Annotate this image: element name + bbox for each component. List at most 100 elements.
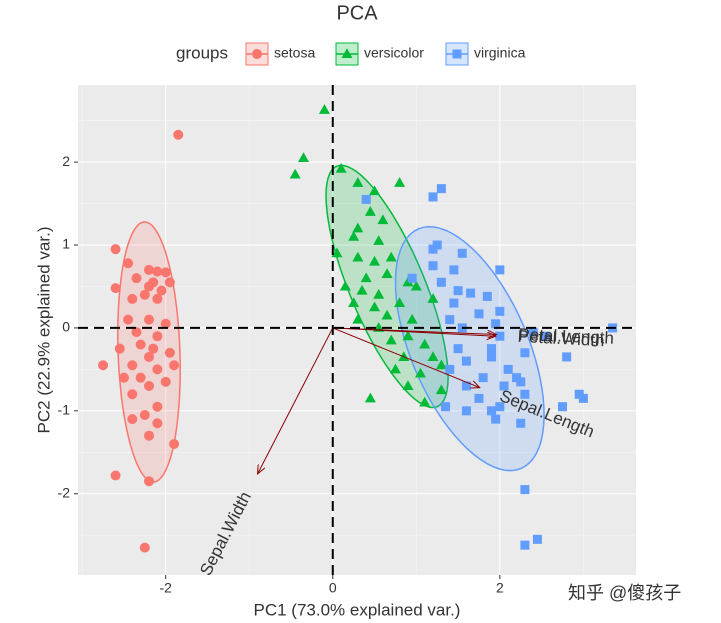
point: [335, 162, 347, 173]
point: [123, 258, 134, 269]
point: [152, 266, 163, 277]
point: [428, 192, 438, 202]
point: [131, 273, 142, 284]
point: [457, 248, 467, 258]
point: [377, 214, 389, 225]
point: [139, 289, 150, 300]
point: [152, 401, 163, 412]
point: [127, 389, 138, 400]
point: [499, 381, 509, 391]
point: [352, 222, 364, 233]
legend-label: versicolor: [364, 45, 424, 61]
point: [394, 177, 406, 187]
point: [419, 396, 431, 407]
point: [486, 406, 496, 416]
legend-label: setosa: [274, 45, 315, 61]
y-tick-label: 1: [62, 236, 70, 252]
point: [402, 330, 414, 341]
point: [369, 185, 381, 196]
point: [482, 291, 492, 301]
point: [436, 277, 446, 287]
point: [407, 273, 417, 283]
point: [169, 360, 180, 371]
point: [348, 297, 360, 308]
point: [373, 289, 385, 299]
x-tick-label: -2: [159, 580, 172, 596]
point: [144, 380, 155, 391]
point: [341, 48, 353, 58]
point: [461, 356, 471, 366]
point: [364, 392, 376, 403]
point: [148, 343, 159, 354]
point: [385, 251, 397, 262]
point: [495, 331, 505, 341]
point: [562, 352, 572, 362]
y-tick-label: 0: [62, 319, 70, 335]
point: [452, 49, 462, 59]
point: [127, 360, 138, 371]
point: [445, 315, 455, 325]
point: [441, 402, 451, 412]
point: [144, 264, 155, 275]
point: [491, 414, 501, 424]
loading-arrow: [332, 327, 480, 388]
point: [435, 359, 447, 370]
point: [144, 281, 155, 292]
point: [474, 309, 484, 319]
y-tick-label: -1: [58, 402, 71, 418]
point: [98, 360, 109, 371]
point: [478, 373, 488, 383]
point: [394, 297, 406, 308]
point: [156, 285, 167, 296]
loading-arrow: [332, 327, 496, 336]
point: [495, 402, 505, 412]
point: [369, 301, 381, 312]
y-axis-label: PC2 (22.9% explained var.): [34, 227, 53, 434]
point: [139, 409, 150, 420]
point: [318, 104, 330, 114]
point: [123, 314, 134, 325]
watermark: 知乎 @傻孩子: [568, 583, 681, 603]
point: [453, 286, 463, 296]
point: [364, 206, 376, 216]
point: [503, 364, 513, 374]
legend-label: virginica: [474, 45, 526, 61]
point: [160, 267, 171, 278]
point: [491, 319, 501, 329]
loading-label: Petal.Length: [518, 325, 614, 348]
point: [449, 265, 459, 275]
point: [520, 540, 530, 550]
point: [406, 313, 418, 324]
point: [361, 194, 371, 204]
points: [98, 104, 618, 553]
point: [339, 280, 351, 291]
point: [402, 380, 414, 390]
axes: -2 0 2 -2 -1 0 1 2: [58, 85, 636, 596]
point: [144, 476, 155, 487]
point: [127, 293, 138, 304]
point: [541, 331, 551, 341]
point: [381, 268, 393, 279]
point: [144, 351, 155, 362]
point: [445, 364, 455, 374]
loading-arrow: [258, 327, 334, 474]
point: [474, 393, 484, 403]
point: [516, 418, 526, 428]
x-tick-label: 2: [496, 580, 504, 596]
chart-title: PCA: [336, 2, 378, 24]
point: [419, 338, 431, 349]
x-tick-label: 0: [329, 580, 337, 596]
point: [427, 293, 439, 303]
point: [348, 230, 360, 241]
point: [398, 351, 410, 361]
point: [495, 265, 505, 275]
point: [160, 318, 171, 329]
point: [352, 251, 364, 262]
point: [135, 372, 146, 383]
point: [578, 393, 588, 403]
point: [360, 272, 372, 283]
point: [152, 293, 163, 304]
point: [164, 277, 175, 288]
point: [169, 439, 180, 450]
